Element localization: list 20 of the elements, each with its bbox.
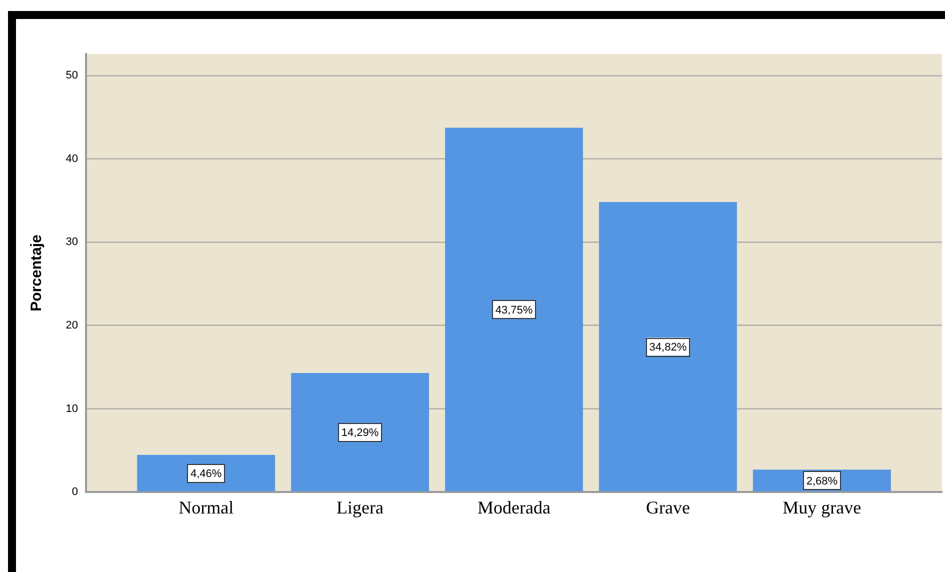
data-label: 34,82% — [649, 342, 687, 354]
x-tick-label: Moderada — [478, 498, 550, 518]
data-label: 2,68% — [806, 476, 838, 488]
data-label: 14,29% — [341, 427, 379, 440]
bar — [291, 373, 430, 492]
x-tick-label: Grave — [646, 498, 690, 518]
y-tick-label: 30 — [66, 236, 78, 248]
y-axis-title: Porcentaje — [28, 234, 46, 312]
y-tick-label: 20 — [66, 319, 78, 332]
x-tick-label: Ligera — [336, 498, 384, 518]
y-tick-label: 0 — [72, 486, 78, 498]
data-label: 4,46% — [190, 468, 222, 480]
y-tick-label: 50 — [66, 70, 78, 82]
x-tick-label: Muy grave — [782, 498, 862, 518]
data-label: 43,75% — [495, 304, 533, 317]
bar — [598, 202, 737, 492]
bar — [445, 128, 583, 492]
y-tick-label: 10 — [66, 402, 78, 415]
y-tick-label: 40 — [66, 152, 78, 165]
x-tick-label: Normal — [178, 498, 234, 518]
